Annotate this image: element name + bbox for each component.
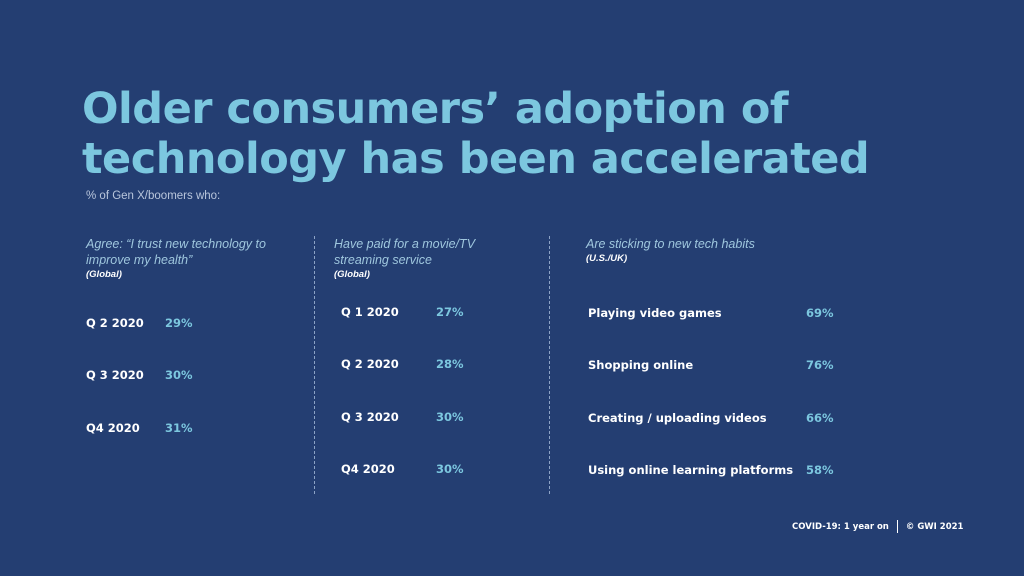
heading-line: improve my health”	[86, 253, 193, 267]
row-value: 30%	[436, 462, 464, 476]
row-label: Q 3 2020	[341, 410, 399, 424]
row-label: Using online learning platforms	[588, 463, 794, 477]
row-value: 28%	[436, 357, 464, 371]
row-value: 66%	[806, 411, 834, 425]
footer: COVID-19: 1 year on © GWI 2021	[792, 520, 963, 533]
row-label: Q 2 2020	[341, 357, 399, 371]
column-tech-habits: Are sticking to new tech habits (U.S./UK…	[586, 236, 886, 477]
row-value: 27%	[436, 305, 464, 319]
title-line-2: technology has been accelerated	[82, 134, 870, 184]
column-heading: Have paid for a movie/TV streaming servi…	[334, 236, 534, 268]
heading-line: Have paid for a movie/TV	[334, 237, 476, 251]
column-divider	[549, 236, 550, 494]
footer-separator	[896, 520, 898, 533]
slide-title: Older consumers’ adoption of technology …	[82, 84, 962, 184]
row-value: 30%	[165, 368, 193, 382]
row-label: Q 1 2020	[341, 305, 399, 319]
row-value: 76%	[806, 358, 834, 372]
column-region: (Global)	[86, 269, 122, 280]
row-label: Q 3 2020	[86, 368, 144, 382]
title-line-1: Older consumers’ adoption of	[82, 84, 789, 134]
column-heading: Are sticking to new tech habits	[586, 236, 886, 252]
heading-line: streaming service	[334, 253, 432, 267]
row-label: Shopping online	[588, 358, 694, 372]
column-trust-health: Agree: “I trust new technology to improv…	[86, 236, 306, 435]
subtitle: % of Gen X/boomers who:	[86, 190, 221, 202]
footer-report-name: COVID-19: 1 year on	[792, 521, 889, 532]
row-value: 30%	[436, 410, 464, 424]
footer-copyright: © GWI 2021	[905, 521, 964, 532]
row-label: Q4 2020	[341, 462, 395, 476]
column-region: (U.S./UK)	[586, 253, 628, 264]
row-label: Playing video games	[588, 306, 722, 320]
row-value: 58%	[806, 463, 834, 477]
column-divider	[314, 236, 315, 494]
column-streaming: Have paid for a movie/TV streaming servi…	[334, 236, 534, 476]
heading-line: Agree: “I trust new technology to	[86, 237, 266, 251]
row-value: 29%	[165, 316, 193, 330]
row-value: 69%	[806, 306, 834, 320]
heading-line: Are sticking to new tech habits	[586, 237, 755, 251]
column-region: (Global)	[334, 269, 370, 280]
row-label: Q4 2020	[86, 421, 140, 435]
row-label: Creating / uploading videos	[588, 411, 767, 425]
row-label: Q 2 2020	[86, 316, 144, 330]
row-value: 31%	[165, 421, 193, 435]
column-heading: Agree: “I trust new technology to improv…	[86, 236, 306, 268]
